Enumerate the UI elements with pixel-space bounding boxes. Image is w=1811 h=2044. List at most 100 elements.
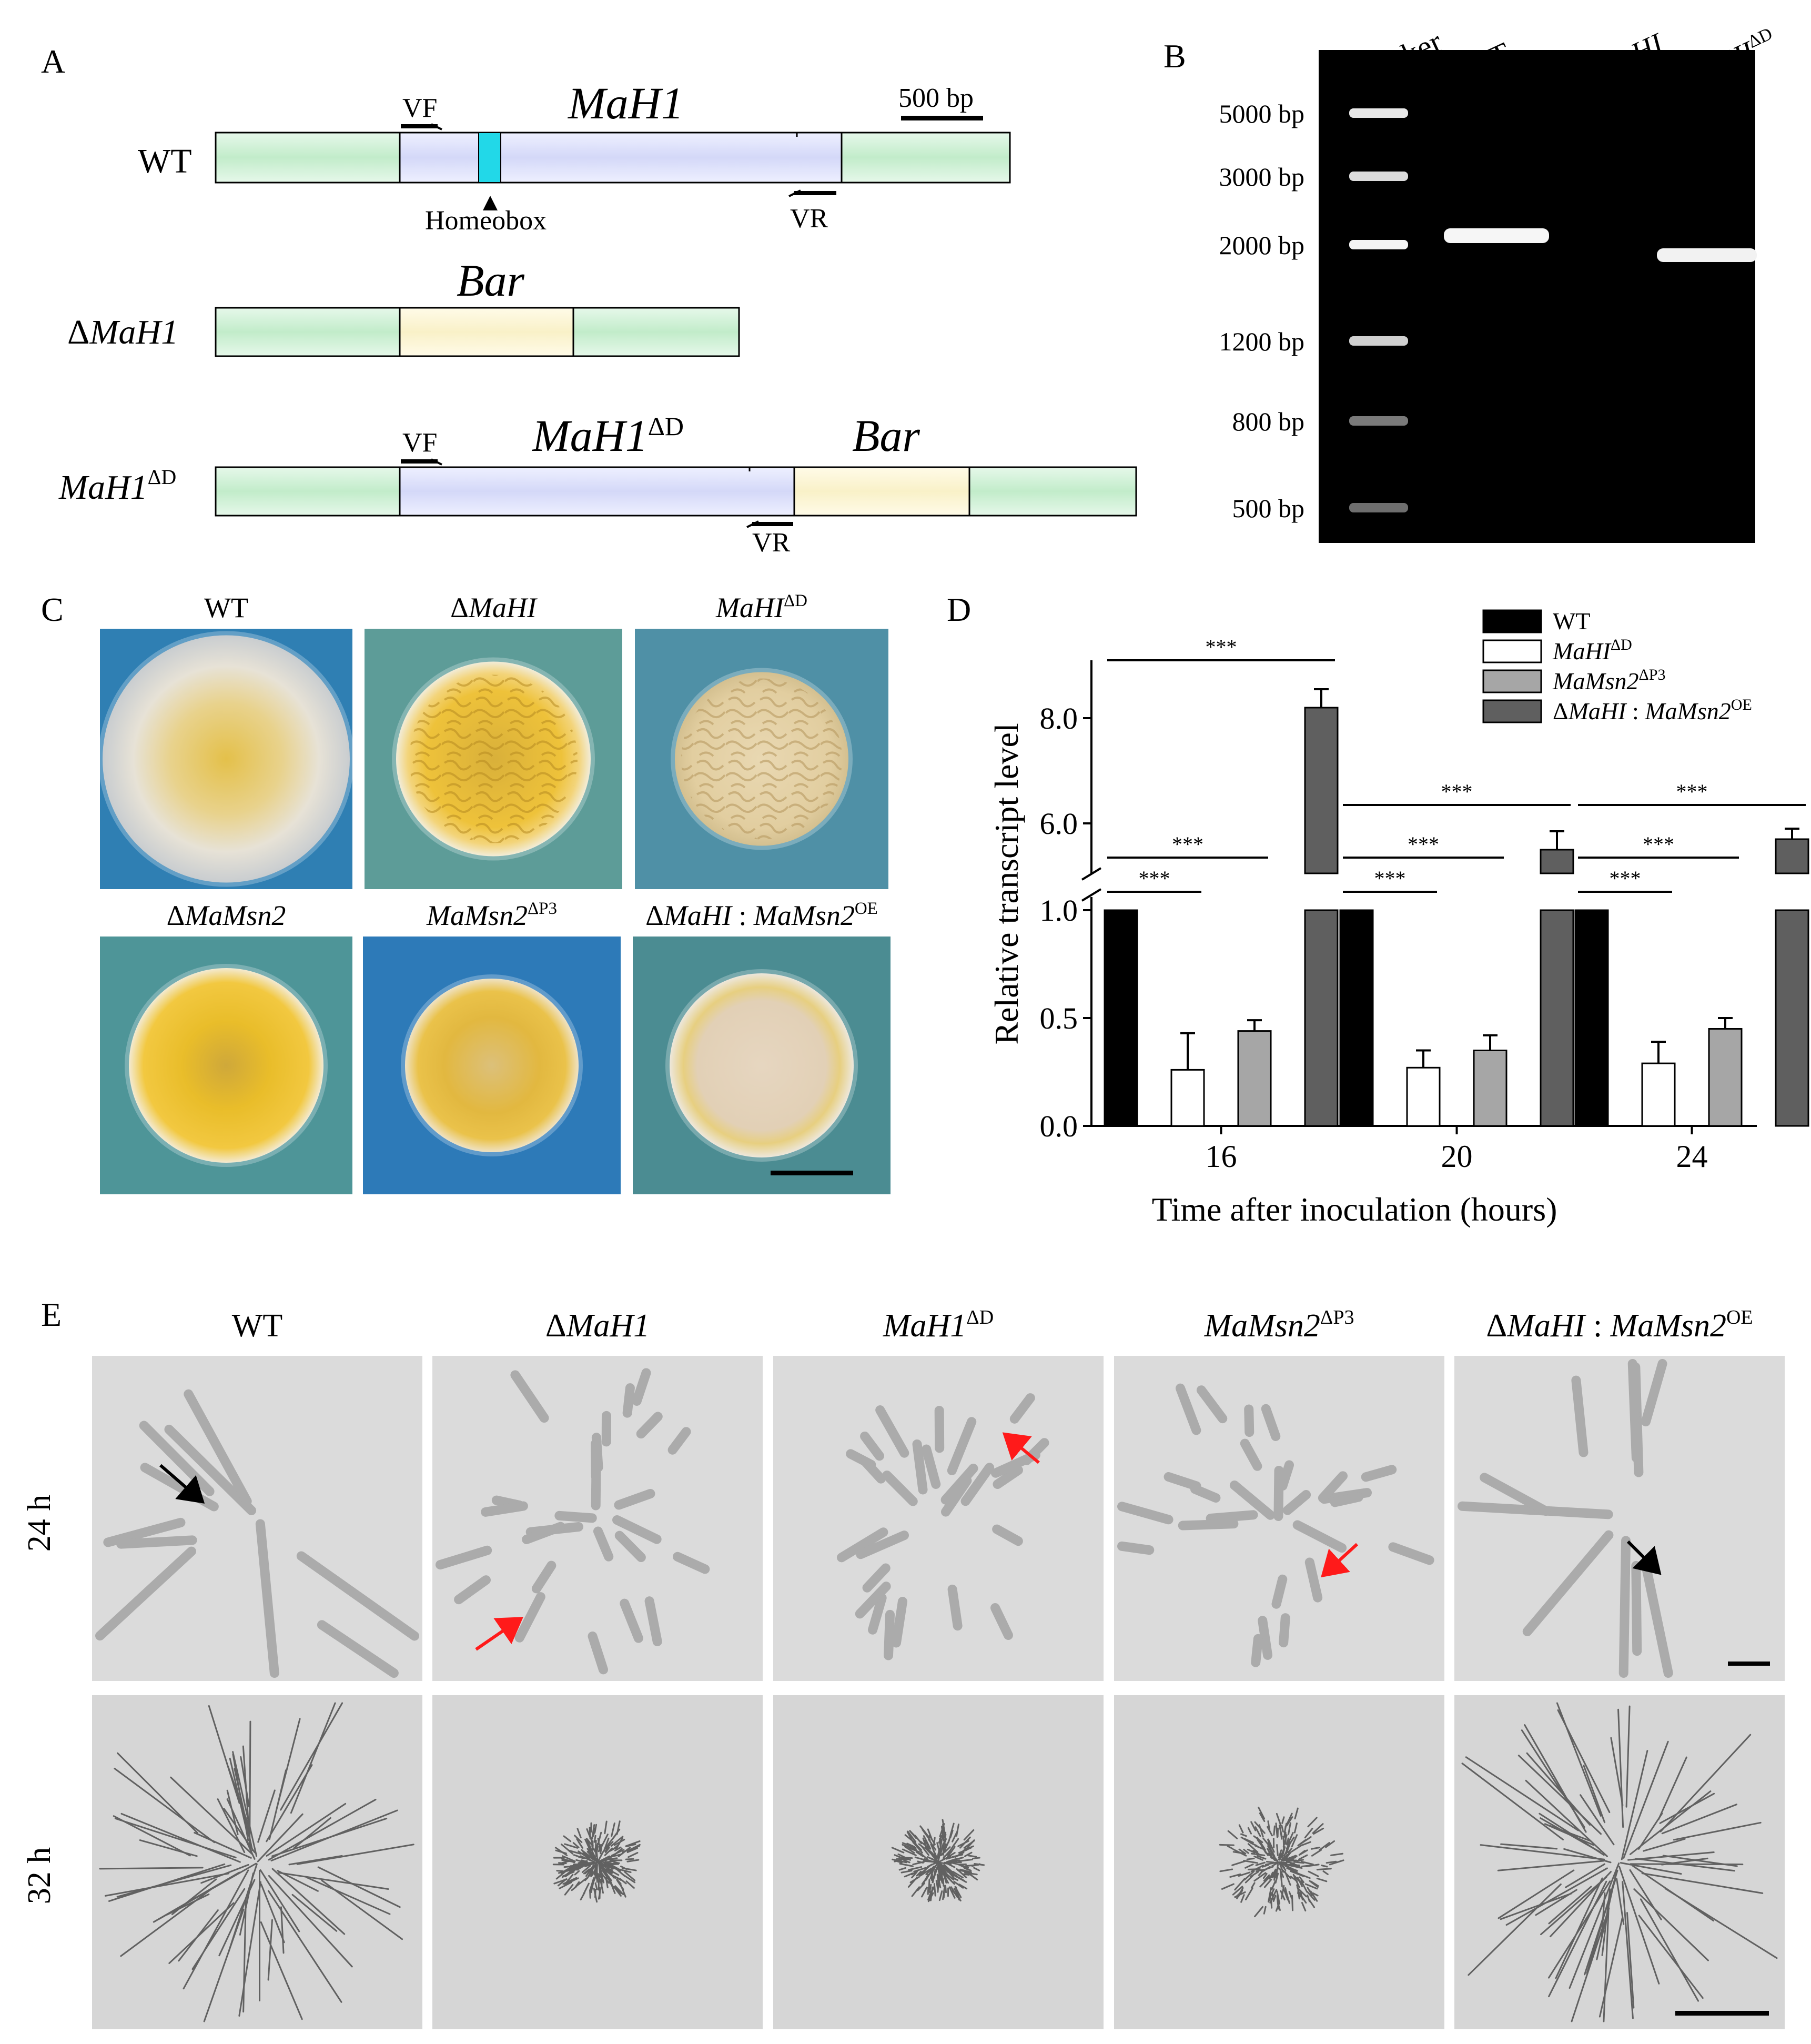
- arrow-delta-mah1-icon: [475, 1617, 523, 1651]
- chart-y-label: Relative transcript level: [988, 723, 1025, 1044]
- ladder-label-0: 5000 bp: [1219, 99, 1305, 128]
- sig-stars-1-0: ***: [1374, 867, 1406, 890]
- ladder-label-3: 1200 bp: [1219, 327, 1305, 356]
- bar-3-1: [1540, 849, 1574, 874]
- axis-break-lower: [1081, 888, 1102, 902]
- bar-1-2: [1641, 1062, 1676, 1127]
- band-mahi-dd: [1657, 248, 1757, 262]
- plate-grid: WT ΔMaHI MaHIΔD ΔMaMsn2 MaMsn2ΔP3 ΔMaHI : MaM…: [98, 591, 891, 1194]
- ladder-label-1: 3000 bp: [1219, 162, 1305, 192]
- arrow-mah1-dd-icon: [1002, 1432, 1040, 1464]
- homeobox-marker-icon: [483, 196, 498, 210]
- ladder-label-5: 500 bp: [1232, 494, 1305, 523]
- delta-bar-label: Bar: [457, 255, 525, 306]
- colony-3: [129, 968, 323, 1163]
- panel-a: A 500 bp WT MaH1 VF Homeobox VR ΔMaH1 Ba…: [41, 43, 1137, 558]
- panel-label-a: A: [41, 43, 65, 80]
- micro-col-label-3: MaMsn2ΔP3: [1204, 1306, 1354, 1344]
- panel-d: D 0.00.51.06.08.016*********20*********2…: [947, 591, 1809, 1228]
- delta-bar-cassette: [399, 307, 574, 357]
- y-tick-3: 6.0: [1040, 807, 1078, 841]
- scale-bar: [901, 116, 983, 120]
- bar-0-0: [1104, 909, 1138, 1127]
- bar-3-2-lower: [1775, 909, 1809, 1127]
- bar-2-2: [1708, 1028, 1743, 1127]
- bar-1-0: [1170, 1069, 1205, 1127]
- bar-3-0: [1304, 707, 1339, 874]
- delta-right-flank: [572, 307, 740, 357]
- micro-scale-bar-24h: [1728, 1662, 1770, 1666]
- legend-swatch-2: [1482, 669, 1542, 693]
- hyphae-1-1: [552, 1820, 641, 1903]
- colony-4: [405, 979, 579, 1152]
- wt-gene-name: MaH1: [567, 78, 684, 128]
- band-wt: [1444, 228, 1549, 243]
- legend-swatch-3: [1482, 699, 1542, 723]
- ladder-band-1: [1349, 172, 1408, 181]
- panel-label-b: B: [1164, 37, 1186, 75]
- ladder-band-4: [1349, 416, 1408, 426]
- hyphae-1-2: [891, 1819, 985, 1902]
- ladder-band-5: [1349, 503, 1408, 512]
- plate-label-2: MaHIΔD: [715, 591, 807, 623]
- dd-primer-vf: VF: [402, 428, 437, 458]
- sig-stars-2-2: ***: [1676, 780, 1708, 803]
- row-label-delta-mah1: ΔMaH1: [67, 313, 178, 351]
- panel-c: C WT ΔMaHI MaHIΔD ΔMaMsn2 MaMsn2ΔP3 ΔMaHI : M…: [41, 591, 891, 1194]
- ladder-label-2: 2000 bp: [1219, 230, 1305, 260]
- row-label-mah1-dd: MaH1ΔD: [58, 465, 176, 507]
- plate-label-4: MaMsn2ΔP3: [426, 899, 557, 931]
- panel-label-e: E: [41, 1296, 62, 1333]
- hyphae-1-3: [1219, 1806, 1344, 1918]
- micrograph-0-0: [92, 1356, 422, 1681]
- scale-bar-label: 500 bp: [898, 83, 974, 113]
- hyphae-0-3: [1117, 1383, 1434, 1667]
- y-tick-1: 0.5: [1040, 1001, 1078, 1035]
- micro-scale-bar-32h: [1675, 2011, 1769, 2016]
- x-tick-2: 24: [1676, 1139, 1708, 1174]
- bar-2-1: [1473, 1050, 1508, 1127]
- delta-left-flank: [215, 307, 401, 357]
- hyphae-1-0: [99, 1702, 414, 2022]
- dd-gene-region: [399, 466, 795, 517]
- wt-gene-region: [399, 132, 843, 184]
- y-tick-4: 8.0: [1040, 701, 1078, 736]
- hyphae-0-4: [1458, 1359, 1673, 1678]
- arrow-mamsn2-icon: [1321, 1543, 1359, 1578]
- plate-scale-bar: [771, 1171, 853, 1175]
- wt-primer-vf: VF: [402, 93, 437, 123]
- arrow-wt-icon: [159, 1464, 205, 1504]
- wt-left-flank: [215, 132, 401, 184]
- wt-right-flank: [841, 132, 1011, 184]
- gel-image: [1319, 50, 1755, 543]
- ladder-band-0: [1349, 108, 1408, 118]
- legend-swatch-1: [1482, 639, 1542, 663]
- ladder-band-2: [1349, 240, 1408, 249]
- transcript-bar-chart: 0.00.51.06.08.016*********20*********24*…: [1040, 635, 1809, 1174]
- bar-3-2: [1775, 838, 1809, 874]
- hyphae-0-1: [436, 1368, 710, 1675]
- row-label-wt: WT: [138, 142, 192, 180]
- y-tick-0: 0.0: [1040, 1109, 1078, 1143]
- gel-bands: [1349, 108, 1757, 512]
- legend-label-1: MaHIΔD: [1552, 636, 1632, 664]
- row-label-32h: 32 h: [22, 1847, 57, 1905]
- dd-left-flank: [215, 466, 401, 517]
- ladder-label-4: 800 bp: [1232, 407, 1305, 436]
- y-tick-2: 1.0: [1040, 893, 1078, 928]
- plate-label-3: ΔMaMsn2: [167, 900, 286, 931]
- micrograph-grid: WT ΔMaH1 MaH1ΔD MaMsn2ΔP3 ΔMaHI : MaMsn2OE: [92, 1306, 1785, 2029]
- micrograph-0-1: [432, 1356, 763, 1681]
- dd-bar-cassette: [793, 466, 970, 517]
- panel-label-d: D: [947, 591, 971, 628]
- panel-label-c: C: [41, 591, 64, 628]
- hyphae-1-4: [1461, 1702, 1778, 2022]
- plate-label-1: ΔMaHI: [450, 592, 538, 623]
- chart-x-label: Time after inoculation (hours): [1152, 1191, 1557, 1228]
- ladder-band-3: [1349, 336, 1408, 346]
- wt-primer-vr: VR: [790, 204, 828, 234]
- bar-2-0: [1237, 1030, 1272, 1127]
- micro-col-label-4: ΔMaHI : MaMsn2OE: [1486, 1306, 1753, 1344]
